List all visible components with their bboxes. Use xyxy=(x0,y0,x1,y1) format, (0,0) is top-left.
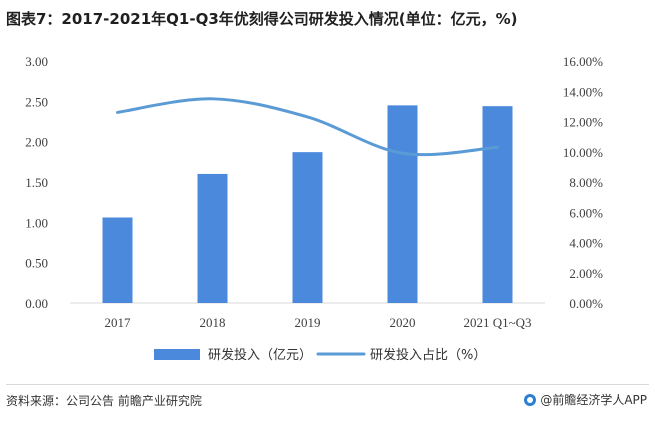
left-tick-label: 2.00 xyxy=(25,135,48,150)
bar-series xyxy=(102,105,513,303)
bar xyxy=(387,105,418,303)
right-tick-label: 2.00% xyxy=(569,266,603,281)
brand-logo-icon xyxy=(524,393,537,406)
x-tick-label: 2020 xyxy=(390,315,416,330)
right-tick-label: 4.00% xyxy=(569,236,603,251)
x-tick-label: 2019 xyxy=(295,315,321,330)
left-tick-label: 2.50 xyxy=(25,94,48,109)
left-axis: 0.00 0.50 1.00 1.50 2.00 2.50 3.00 xyxy=(25,54,48,311)
x-tick-label: 2017 xyxy=(105,315,132,330)
legend-swatch-bar xyxy=(154,349,200,360)
chart-title: 图表7：2017-2021年Q1-Q3年优刻得公司研发投入情况(单位：亿元，%) xyxy=(6,10,518,28)
x-tick-label: 2021 Q1~Q3 xyxy=(463,315,531,330)
x-axis: 2017 2018 2019 2020 2021 Q1~Q3 xyxy=(105,315,532,330)
x-tick-label: 2018 xyxy=(200,315,226,330)
legend-label-line: 研发投入占比（%） xyxy=(370,347,486,363)
left-tick-label: 1.00 xyxy=(25,215,48,230)
right-tick-label: 16.00% xyxy=(563,54,603,69)
chart-canvas: 0.00 0.50 1.00 1.50 2.00 2.50 3.00 0.00% 2.00% 4… xyxy=(25,54,603,363)
brand-text: @前瞻经济学人APP xyxy=(540,393,647,407)
left-tick-label: 3.00 xyxy=(25,54,48,69)
bar xyxy=(292,152,323,303)
bar xyxy=(197,173,228,303)
bar xyxy=(482,106,513,303)
source-note: 资料来源：公司公告 前瞻产业研究院 xyxy=(6,394,202,408)
legend-label-bar: 研发投入（亿元） xyxy=(208,347,312,363)
right-tick-label: 0.00% xyxy=(569,296,603,311)
ratio-line xyxy=(116,97,499,157)
right-tick-label: 6.00% xyxy=(569,205,603,220)
left-tick-label: 0.00 xyxy=(25,296,48,311)
brand-label: @前瞻经济学人APP xyxy=(524,391,647,408)
legend: 研发投入（亿元） 研发投入占比（%） xyxy=(154,347,486,363)
left-tick-label: 1.50 xyxy=(25,175,48,190)
footer-divider xyxy=(6,384,649,385)
bar xyxy=(102,217,133,303)
right-tick-label: 10.00% xyxy=(563,145,603,160)
right-tick-label: 14.00% xyxy=(563,84,603,99)
right-axis: 0.00% 2.00% 4.00% 6.00% 8.00% 10.00% 12.00% 14.… xyxy=(563,54,603,311)
right-tick-label: 8.00% xyxy=(569,175,603,190)
left-tick-label: 0.50 xyxy=(25,256,48,271)
right-tick-label: 12.00% xyxy=(563,115,603,130)
